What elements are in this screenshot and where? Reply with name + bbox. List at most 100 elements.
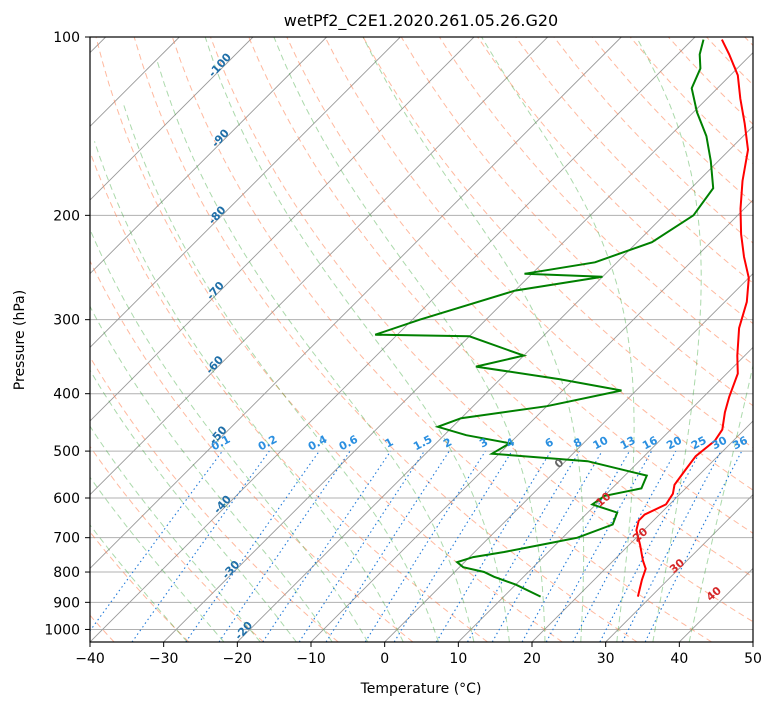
mixing-ratio-line	[218, 450, 351, 642]
moist-adiabat	[362, 37, 585, 642]
isotherm-line	[531, 420, 753, 642]
moist-adiabat	[90, 476, 225, 642]
mixing-ratio-line	[467, 450, 580, 642]
dry-adiabat	[477, 37, 753, 325]
mixing-ratio-line	[393, 450, 513, 642]
dry-adiabat-label: -60	[203, 353, 226, 377]
mixing-ratio-line	[599, 450, 701, 642]
mixing-ratio-label: 8	[571, 435, 584, 450]
moist-adiabat	[94, 141, 404, 642]
dry-adiabat	[210, 37, 753, 623]
dry-adiabat	[90, 531, 190, 642]
dry-adiabat	[90, 445, 264, 642]
line-labels: 0.1 0.2 0.4 0.6 1 1.5 2 3 4 6 8 10 13 16 20 25 30 36-100-…	[203, 50, 750, 642]
mixing-ratio-line	[90, 450, 223, 632]
dry-adiabat	[706, 37, 753, 86]
x-axis-label: Temperature (°C)	[360, 681, 482, 697]
mixing-ratio-line	[298, 450, 425, 642]
mixing-ratio-label: 13	[618, 434, 638, 453]
dry-adiabat-label: -90	[209, 126, 232, 150]
dry-adiabat-label: -70	[204, 279, 227, 303]
isotherm-line	[605, 494, 753, 642]
x-tick-label: 50	[744, 651, 762, 667]
x-tick-label: 30	[597, 651, 615, 667]
moist-adiabat	[156, 61, 475, 642]
dry-adiabat-label: -100	[206, 50, 234, 79]
dry-adiabat	[553, 37, 753, 244]
y-tick-label: 500	[53, 444, 80, 460]
dry-adiabat	[95, 37, 563, 642]
mixing-ratio-line	[364, 450, 486, 642]
dry-adiabat	[286, 37, 753, 534]
dry-adiabat-label: -40	[211, 492, 234, 516]
moist-adiabat	[204, 37, 510, 642]
mixing-ratio-label: 16	[640, 434, 660, 453]
mixing-ratio-label: 25	[689, 434, 709, 453]
mixing-ratio-label: 3	[477, 435, 490, 450]
dry-adiabat	[90, 150, 488, 642]
dry-adiabat	[438, 37, 753, 366]
mixing-ratio-label: 36	[730, 434, 750, 453]
mixing-ratio-label: 0.6	[337, 433, 361, 454]
mixing-ratio-label: 20	[664, 433, 684, 452]
moist-adiabat	[90, 228, 369, 642]
mixing-ratio-label: 0.2	[256, 433, 279, 454]
x-tick-label: 0	[380, 651, 389, 667]
x-tick-label: −20	[223, 651, 253, 667]
isotherm-line	[90, 37, 696, 642]
mixing-ratio-label: 1.5	[411, 433, 434, 454]
mixing-ratio-line	[644, 450, 743, 642]
isotherm-line	[90, 37, 622, 569]
isotherm-line	[237, 125, 753, 642]
dry-adiabat	[133, 37, 638, 642]
x-tick-label: −40	[75, 651, 105, 667]
y-tick-label: 1000	[44, 622, 80, 638]
mixing-ratio-label: 1	[383, 435, 396, 450]
mixing-ratio-label: 0.4	[306, 433, 330, 454]
y-tick-label: 400	[53, 387, 80, 403]
y-tick-label: 600	[53, 491, 80, 507]
chart-title: wetPf2_C2E1.2020.261.05.26.G20	[284, 11, 558, 31]
moist-adiabat	[90, 305, 333, 642]
moist-adiabat	[273, 37, 546, 642]
dry-adiabat	[515, 37, 753, 284]
x-tick-label: −30	[149, 651, 179, 667]
isotherm-line	[679, 567, 753, 642]
isotherm-line	[90, 37, 327, 275]
profiles	[374, 39, 750, 598]
isotherm-line	[163, 52, 753, 642]
y-tick-label: 700	[53, 531, 80, 547]
dry-adiabat	[171, 37, 712, 642]
warm-adiabat-label: 30	[667, 556, 687, 576]
plot-frame	[89, 36, 754, 643]
moist-adiabat	[90, 524, 188, 642]
axes: −40 −30 −20 −10 0 10 20 30 40 5010020030040050060…	[44, 30, 762, 667]
moist-adiabat	[635, 37, 702, 642]
dry-adiabat	[591, 37, 753, 204]
dry-adiabat	[90, 356, 339, 642]
x-tick-label: 40	[670, 651, 688, 667]
moist-adiabat	[123, 104, 440, 642]
mixing-ratio-label: 6	[543, 435, 556, 450]
dry-adiabat	[90, 259, 414, 642]
mixing-ratio-label: 30	[710, 434, 730, 453]
isotherm-line	[90, 37, 254, 201]
temperature-profile	[635, 39, 750, 597]
mixing-ratio-line	[435, 450, 552, 642]
dry-adiabat	[324, 37, 753, 491]
mixing-ratio-line	[262, 450, 392, 642]
warm-adiabat-label: 0	[552, 456, 566, 471]
x-tick-label: −10	[296, 651, 326, 667]
y-tick-label: 100	[53, 30, 80, 46]
dry-adiabat	[248, 37, 753, 578]
dewpoint-profile	[374, 39, 715, 598]
dry-adiabat	[668, 37, 753, 125]
isotherm-line	[90, 37, 548, 496]
y-axis-label: Pressure (hPa)	[12, 290, 28, 390]
isotherm-line	[90, 37, 475, 422]
y-tick-label: 200	[53, 208, 80, 224]
x-tick-label: 20	[523, 651, 541, 667]
moist-adiabat	[481, 37, 635, 642]
x-tick-label: 10	[449, 651, 467, 667]
